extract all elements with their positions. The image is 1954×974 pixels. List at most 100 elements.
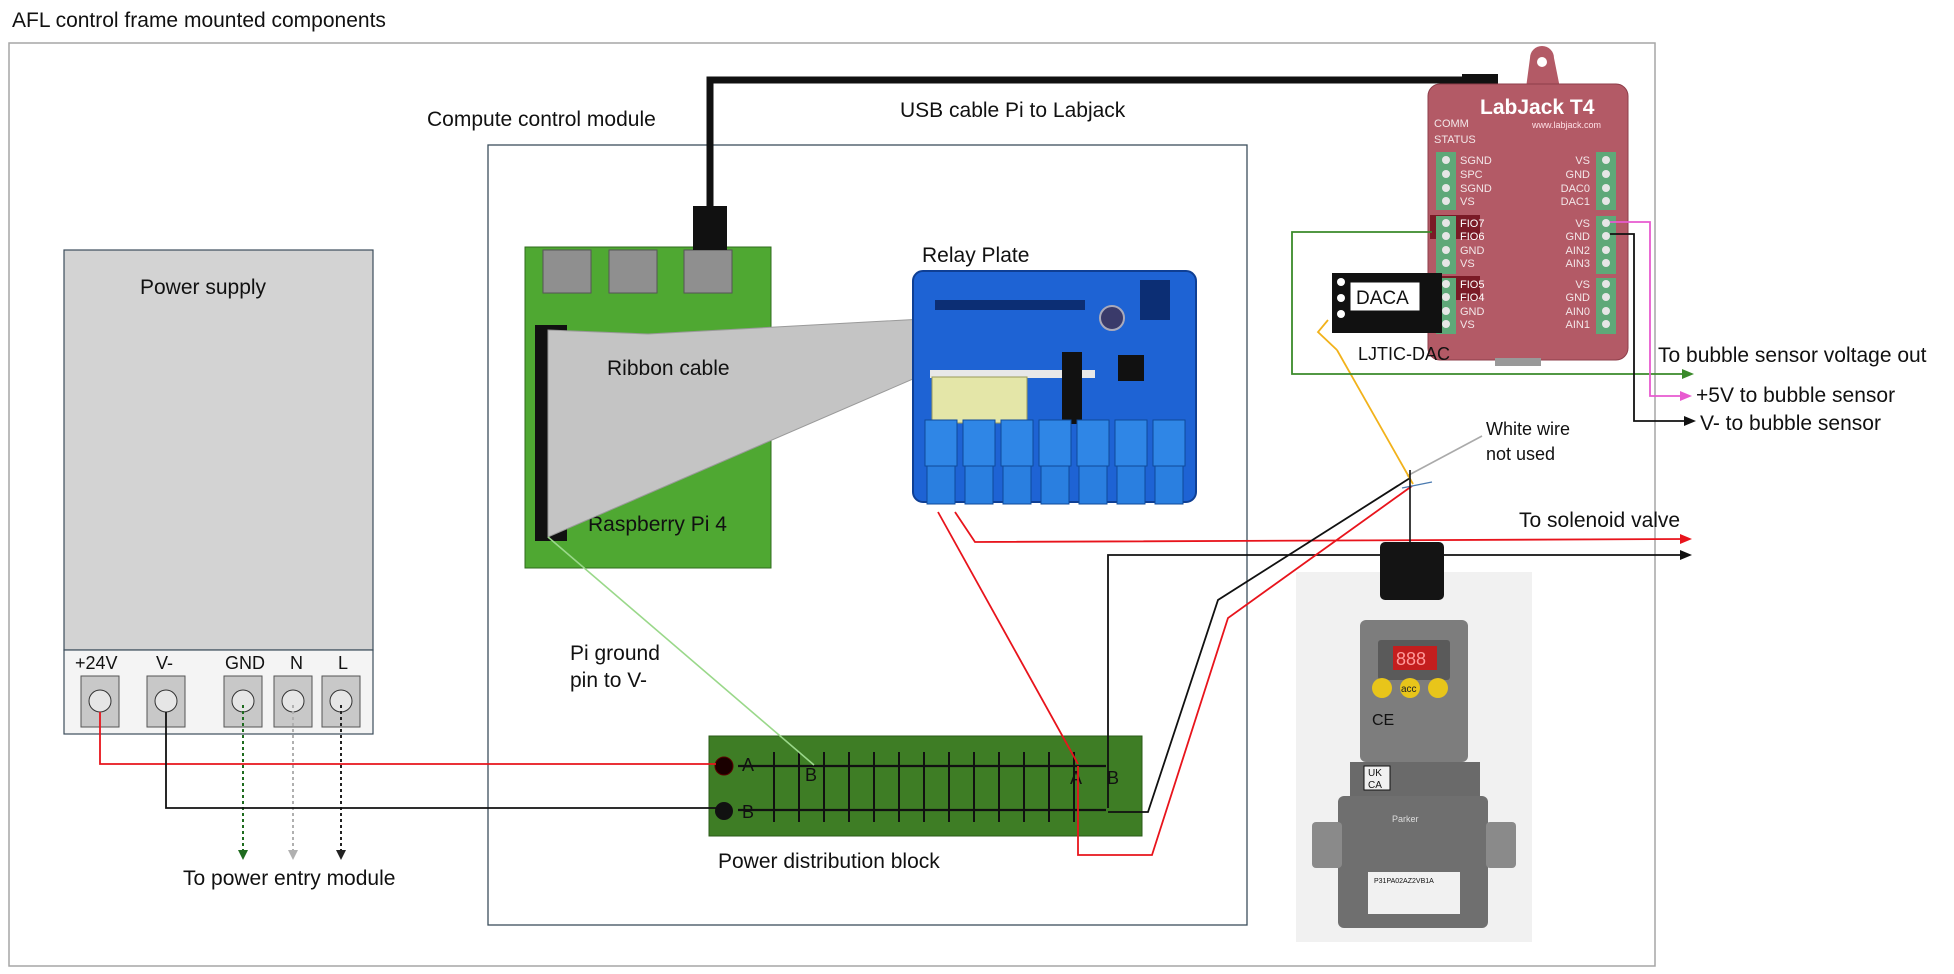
wire-valve-yellow (1336, 349, 1414, 485)
labjack-pin-right (1602, 259, 1610, 267)
labjack-pin-right (1602, 156, 1610, 164)
pdb-marker-b-left: B (805, 765, 817, 785)
labjack-pin-right (1602, 219, 1610, 227)
labjack-pin-label-right: VS (1575, 218, 1590, 230)
wire-24v (99, 712, 716, 765)
labjack-pin-label-right: DAC0 (1561, 183, 1590, 195)
labjack-pin-label-right: AIN3 (1566, 258, 1590, 270)
valve-model: P31PA02AZ2VB1A (1374, 878, 1434, 885)
relay-unit (1000, 419, 1034, 505)
power-entry-label: To power entry module (183, 867, 395, 890)
labjack-pin-label-left: FIO4 (1460, 292, 1484, 304)
labjack-pin-label-right: GND (1566, 169, 1591, 181)
wire-bubble-black (1610, 233, 1692, 422)
daca-label: DACA (1356, 288, 1409, 309)
labjack-pin-left (1442, 170, 1450, 178)
labjack-pin-left (1442, 219, 1450, 227)
labjack-pin-left (1442, 156, 1450, 164)
usb-cable (706, 76, 1470, 210)
labjack-pin-label-right: AIN0 (1566, 306, 1590, 318)
relay-plate (912, 270, 1197, 505)
valve-acc-button (1400, 678, 1420, 698)
pdb-row-b: B (742, 802, 754, 822)
labjack-comm: COMM (1434, 118, 1469, 130)
relay-label: Relay Plate (922, 244, 1029, 267)
wire-solenoid-black (1107, 554, 1688, 808)
valve-acc-label: acc (1401, 684, 1417, 695)
valve-ukca-1: UK (1368, 768, 1382, 779)
labjack-pin-label-left: GND (1460, 306, 1485, 318)
wire-solenoid-red (954, 511, 1689, 543)
wire-bubble-pink (1610, 221, 1688, 397)
ljtic-dac: DACA (1332, 273, 1442, 333)
labjack-pin-left (1442, 184, 1450, 192)
labjack-pin-label-left: SGND (1460, 183, 1492, 195)
labjack-pin-left (1442, 259, 1450, 267)
labjack-pin-left (1442, 232, 1450, 240)
pi-ground-label-1: Pi ground (570, 642, 660, 665)
relay-unit (1114, 419, 1148, 505)
solenoid-valve: 888 acc CE UK CA Parker P31PA02AZ2VB1A (1296, 542, 1532, 942)
labjack-pin-right (1602, 320, 1610, 328)
bubble-voltage-label: To bubble sensor voltage out (1658, 344, 1927, 367)
valve-ce-label: CE (1372, 712, 1394, 729)
ribbon-label: Ribbon cable (607, 357, 730, 380)
terminal-label-gnd: GND (225, 653, 265, 673)
raspberry-pi-label: Raspberry Pi 4 (588, 513, 727, 536)
pdb-marker-b-right: B (1107, 768, 1119, 788)
usb-plug-pi (693, 206, 727, 250)
wire-relay-to-pdb (937, 511, 1079, 765)
labjack-pin-right (1602, 232, 1610, 240)
labjack-pin-label-left: SGND (1460, 155, 1492, 167)
pdb-terminal-a (714, 756, 734, 776)
labjack-pin-left (1442, 293, 1450, 301)
pi-ground-wire (547, 536, 815, 766)
wire-vminus (165, 712, 716, 809)
power-supply: Power supply +24V V- GND N L (63, 249, 374, 735)
relay-unit (924, 419, 958, 505)
usb-label: USB cable Pi to Labjack (900, 99, 1126, 122)
frame-title: AFL control frame mounted components (12, 9, 386, 32)
outer-frame (8, 42, 1656, 967)
labjack-pin-label-right: VS (1575, 155, 1590, 167)
labjack-pin-right (1602, 280, 1610, 288)
wire-white-unused (1406, 435, 1483, 477)
terminal-label-24v: +24V (75, 653, 118, 673)
labjack-pin-label-left: FIO7 (1460, 218, 1484, 230)
labjack-pin-right (1602, 184, 1610, 192)
labjack-url: www.labjack.com (1531, 120, 1601, 130)
labjack-pin-label-right: VS (1575, 279, 1590, 291)
labjack-pin-left (1442, 280, 1450, 288)
relay-unit (962, 419, 996, 505)
valve-down-button (1372, 678, 1392, 698)
labjack-pin-label-left: FIO5 (1460, 279, 1484, 291)
ljtic-label: LJTIC-DAC (1358, 344, 1450, 364)
terminal-label-n: N (290, 653, 303, 673)
white-wire-label-1: White wire (1486, 419, 1570, 439)
pi-ground-label-2: pin to V- (570, 669, 647, 692)
power-entry-wires (238, 705, 346, 860)
valve-ukca-2: CA (1368, 780, 1382, 791)
labjack-pin-label-right: DAC1 (1561, 196, 1590, 208)
labjack-status: STATUS (1434, 134, 1476, 146)
labjack-pin-label-right: AIN2 (1566, 245, 1590, 257)
labjack-pin-right (1602, 197, 1610, 205)
labjack-t4: LabJack T4 www.labjack.com COMM STATUS S… (1427, 46, 1629, 366)
valve-up-button (1428, 678, 1448, 698)
bubble-vminus-label: V- to bubble sensor (1700, 412, 1881, 435)
pdb-row-a: A (742, 755, 754, 775)
terminal-label-l: L (338, 653, 348, 673)
power-dist-label: Power distribution block (718, 850, 940, 873)
wire-bubble-green (1291, 231, 1690, 375)
relay-unit (1076, 419, 1110, 505)
power-distribution-block: A B B A B (708, 735, 1143, 837)
labjack-pin-left (1442, 197, 1450, 205)
labjack-pin-label-left: GND (1460, 245, 1485, 257)
labjack-brand: LabJack T4 (1480, 96, 1595, 119)
labjack-pin-label-left: FIO6 (1460, 231, 1484, 243)
pdb-marker-a: A (1070, 768, 1082, 788)
power-supply-title: Power supply (140, 276, 267, 299)
labjack-pin-right (1602, 293, 1610, 301)
labjack-pin-label-left: VS (1460, 319, 1475, 331)
